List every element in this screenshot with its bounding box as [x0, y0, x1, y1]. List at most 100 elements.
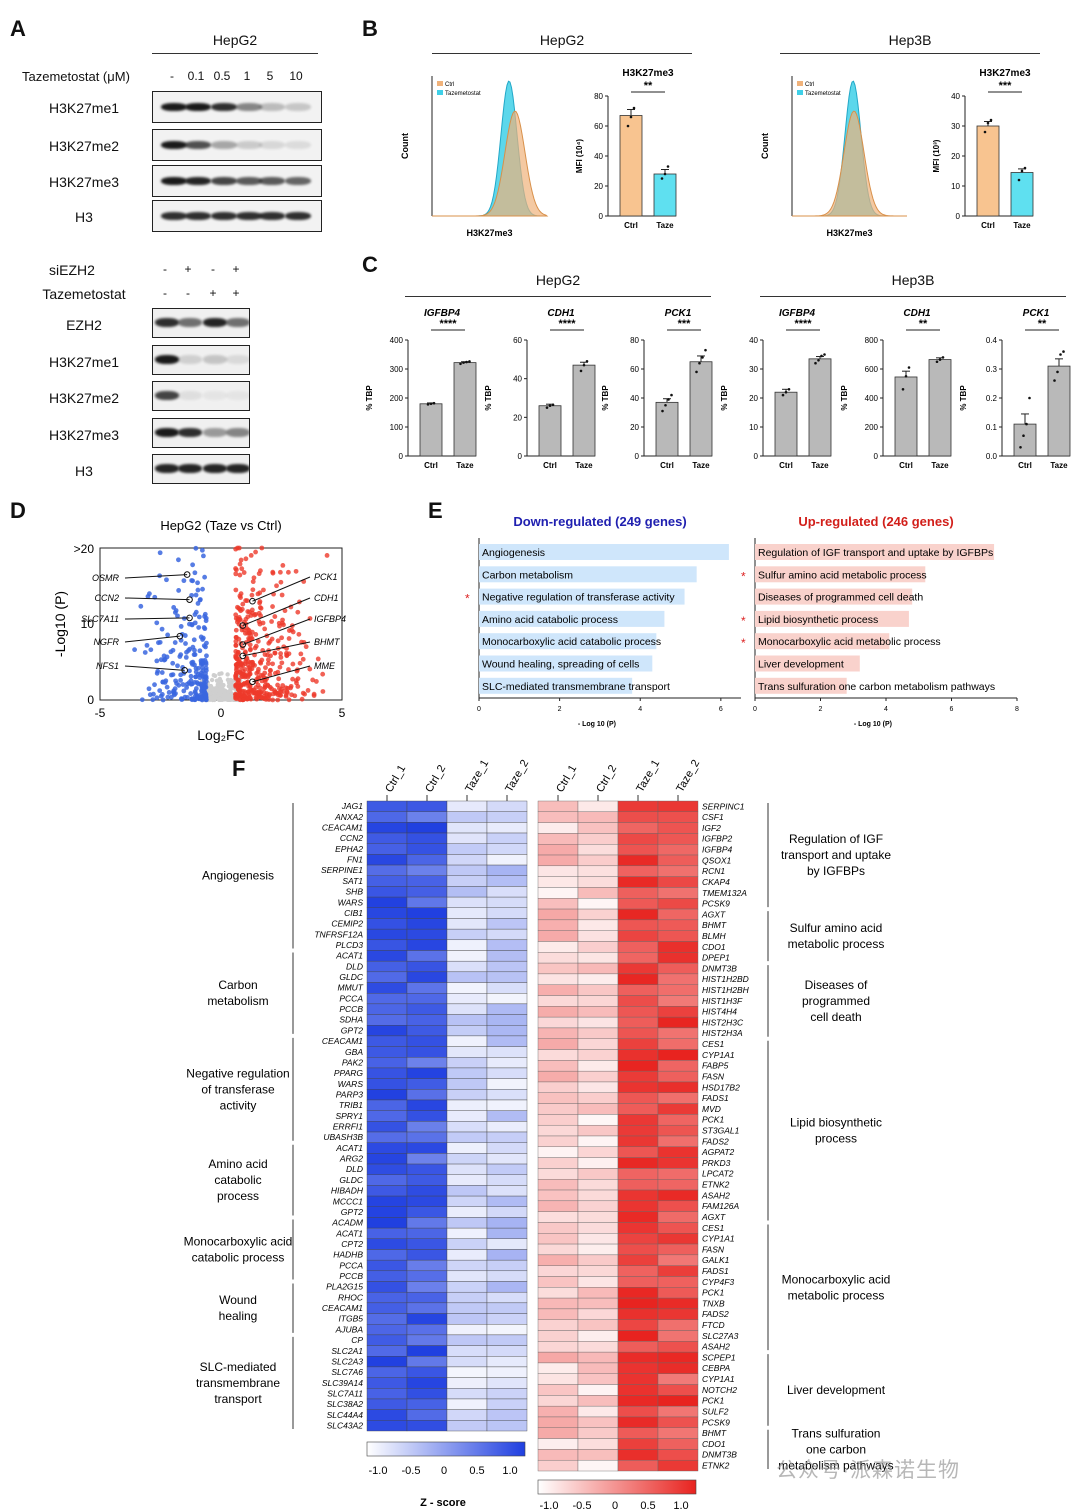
- heatmap-cell: [657, 1351, 699, 1364]
- heatmap-cell: [486, 993, 528, 1005]
- heatmap-cell: [486, 1014, 528, 1026]
- up-point: [239, 566, 245, 572]
- up-point: [237, 606, 243, 612]
- up-point: [243, 556, 249, 562]
- heatmap-cell: [366, 1121, 408, 1133]
- enrich-tick-label: 6: [719, 706, 723, 713]
- bar-tick-label: 40: [951, 92, 960, 101]
- volcano-highlight: [181, 667, 188, 674]
- ns-point: [209, 695, 214, 701]
- bar-tick-label: 0.2: [986, 394, 998, 403]
- heatmap-cell: [406, 982, 448, 994]
- heatmap-cell: [486, 1067, 528, 1079]
- down-point: [176, 557, 181, 563]
- heatmap-cell: [617, 952, 659, 964]
- heatmap-cell: [617, 1081, 659, 1093]
- enrich-star: *: [741, 569, 746, 583]
- blot-band: [185, 141, 211, 149]
- heatmap-right-gene: FASN: [702, 1071, 725, 1081]
- down-point: [193, 592, 199, 598]
- heatmap-cell: [446, 1324, 488, 1336]
- down-point: [139, 697, 145, 703]
- left-category-label: Monocarboxylic acid: [184, 1234, 293, 1248]
- heatmap-right-gene: PCK1: [702, 1288, 724, 1298]
- bar-tick-label: 40: [749, 336, 758, 345]
- heatmap-cell: [366, 800, 408, 812]
- right-category-label: one carbon: [806, 1442, 866, 1456]
- c-group-hepg2: HepG2: [535, 272, 581, 288]
- bar-category: Ctrl: [543, 461, 557, 470]
- chart-title: CDH1: [903, 308, 931, 319]
- blot-band: [236, 212, 262, 220]
- up-point: [259, 657, 265, 663]
- data-point: [823, 353, 826, 356]
- bar-category: Taze: [811, 461, 829, 470]
- heatmap-cell: [366, 1025, 408, 1037]
- bar-tick-label: 30: [951, 122, 960, 131]
- up-point: [296, 631, 302, 637]
- heatmap-cell: [486, 896, 528, 908]
- up-point: [261, 685, 267, 691]
- heatmap-cell: [446, 1238, 488, 1250]
- heatmap-left-gene: SLC2A1: [331, 1346, 363, 1356]
- heatmap-cell: [577, 1038, 619, 1050]
- heatmap-cell: [406, 1089, 448, 1101]
- down-point: [161, 653, 167, 659]
- ns-point: [225, 677, 231, 683]
- up-point: [311, 691, 317, 697]
- bar: [808, 358, 832, 457]
- heatmap-figure: Ctrl_1 Ctrl_1 Ctrl_2 Ctrl_2 Taze_1 Taze_1 Taze…: [184, 758, 894, 1511]
- heatmap-cell: [657, 973, 699, 985]
- heatmap-cell: [446, 822, 488, 834]
- data-point: [820, 354, 823, 358]
- heatmap-right-gene: ASAH2: [701, 1342, 730, 1352]
- data-point: [1056, 370, 1059, 374]
- down-point: [201, 643, 207, 649]
- heatmap-right-gene: TNXB: [702, 1298, 725, 1308]
- heatmap-cell: [406, 1153, 448, 1165]
- heatmap-cell: [366, 854, 408, 866]
- heatmap-col-header: Ctrl_1: [383, 763, 408, 794]
- heatmap-cell: [366, 1249, 408, 1261]
- heatmap-col-header: Taze_2: [503, 758, 531, 795]
- heatmap-cell: [537, 1308, 579, 1320]
- down-point: [202, 674, 208, 680]
- bar: [774, 391, 798, 457]
- volcano-up-label: IGFBP4: [314, 614, 346, 624]
- heatmap-cell: [446, 843, 488, 855]
- enrich-term: SLC-mediated transmembrane transport: [482, 681, 670, 693]
- heatmap-cell: [406, 875, 448, 887]
- heatmap-cell: [617, 854, 659, 867]
- heatmap-cell: [537, 1103, 579, 1115]
- heatmap-cell: [657, 1114, 699, 1126]
- heatmap-right-gene: SERPINC1: [702, 801, 745, 811]
- heatmap-cell: [486, 918, 528, 930]
- heatmap-right-gene: CES1: [702, 1223, 724, 1233]
- heatmap-cell: [486, 982, 528, 994]
- heatmap-cell: [657, 1373, 699, 1385]
- up-point: [303, 644, 309, 650]
- bar: [1010, 172, 1034, 217]
- bar-tick-label: 60: [630, 365, 639, 374]
- down-point: [175, 663, 180, 669]
- up-point: [244, 598, 250, 604]
- right-category-label: Monocarboxylic acid: [782, 1272, 891, 1286]
- up-point: [280, 620, 285, 626]
- down-point: [182, 633, 188, 638]
- down-point: [183, 641, 188, 646]
- up-point: [250, 587, 256, 593]
- enrich-bar: [479, 633, 657, 650]
- enrich-tick-label: 8: [1015, 706, 1019, 713]
- heatmap-cell: [406, 843, 448, 855]
- down-point: [200, 668, 206, 674]
- down-point: [184, 649, 189, 655]
- heatmap-cell: [537, 1254, 579, 1266]
- red-scale-tick: 0: [612, 1500, 618, 1511]
- heatmap-cell: [537, 833, 579, 845]
- enrich-tick-label: 0: [477, 706, 481, 713]
- volcano-highlight: [183, 571, 191, 578]
- legend-ctrl-swatch: [797, 81, 803, 86]
- right-category-label: Trans sulfuration: [792, 1426, 881, 1440]
- red-scale-tick: 1.0: [673, 1500, 688, 1511]
- enrich-xlabel: - Log 10 (P): [854, 721, 892, 728]
